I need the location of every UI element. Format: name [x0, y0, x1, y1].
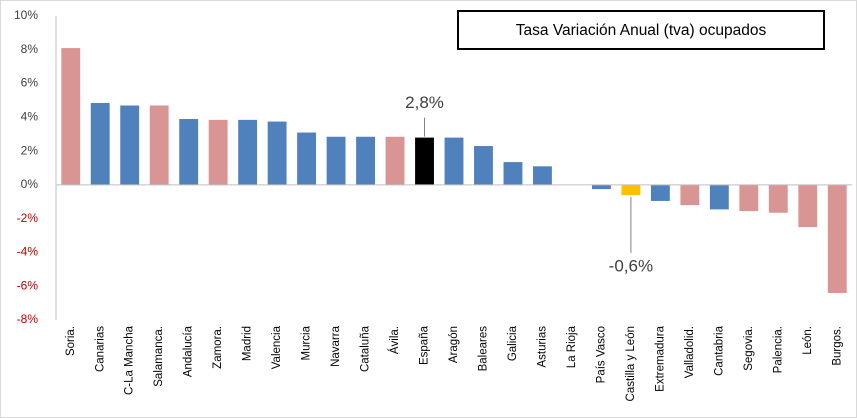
y-tick-label: 0% — [21, 177, 39, 191]
y-tick-label: 4% — [21, 110, 39, 124]
bar — [90, 102, 110, 185]
bar — [267, 121, 287, 185]
bar — [179, 119, 199, 185]
bar — [709, 184, 729, 210]
bar — [739, 184, 759, 212]
bar — [238, 119, 258, 185]
x-tick-label: Valencia — [271, 325, 283, 369]
bar — [798, 184, 818, 228]
bar — [120, 105, 140, 185]
bar — [503, 162, 523, 185]
x-tick-label: Burgos. — [831, 326, 843, 366]
y-tick-label: -2% — [17, 211, 39, 225]
bar — [591, 184, 611, 190]
x-tick-label: Madrid — [242, 326, 254, 361]
bar — [768, 184, 788, 213]
bar — [61, 48, 81, 185]
x-tick-label: Murcia — [301, 325, 313, 360]
bar — [650, 184, 670, 201]
bar — [385, 136, 405, 185]
x-tick-label: Baleares — [478, 326, 490, 372]
x-tick-label: Zamora. — [212, 326, 224, 369]
bar — [680, 184, 700, 206]
x-tick-label: Castilla y León — [625, 326, 637, 401]
bar — [415, 137, 434, 185]
x-tick-label: Navarra — [330, 325, 342, 367]
y-tick-label: -6% — [17, 278, 39, 292]
x-tick-label: Asturias — [536, 326, 548, 368]
y-tick-label: 10% — [14, 8, 38, 22]
bar — [621, 184, 641, 196]
x-tick-label: C-La Mancha — [124, 325, 136, 395]
bar — [149, 105, 169, 185]
y-tick-label: 6% — [21, 76, 39, 90]
x-tick-label: Cataluña — [360, 325, 372, 372]
bar — [297, 132, 317, 185]
y-tick-label: -8% — [17, 312, 39, 326]
x-tick-label: España — [419, 325, 431, 365]
x-tick-label: León. — [802, 326, 814, 355]
bar — [356, 136, 375, 185]
title-box — [457, 10, 825, 50]
bar — [533, 166, 552, 185]
data-label: 2,8% — [405, 93, 444, 112]
bar — [474, 146, 493, 185]
x-tick-label: Cantabria — [713, 325, 725, 375]
data-label: -0,6% — [609, 256, 653, 275]
y-tick-label: -4% — [17, 245, 39, 259]
bar — [208, 119, 228, 185]
x-tick-label: Salamanca. — [153, 326, 165, 387]
y-tick-label: 8% — [21, 42, 39, 56]
x-tick-label: La Rioja — [566, 325, 578, 368]
x-tick-label: Galicia — [507, 325, 519, 361]
chart-title: Tasa Variación Anual (tva) ocupados — [516, 22, 767, 39]
x-tick-label: Valladolid. — [684, 326, 696, 378]
x-tick-label: Segovia. — [743, 326, 755, 371]
bar — [444, 137, 464, 185]
x-tick-label: Palencia. — [772, 326, 784, 373]
x-tick-label: Ávila. — [388, 326, 401, 354]
y-tick-label: 2% — [21, 143, 39, 157]
x-tick-label: Canarias — [94, 326, 106, 372]
x-tick-label: Soria. — [65, 326, 77, 356]
x-tick-label: Andalucía — [183, 325, 195, 377]
x-tick-label: Extremadura — [654, 325, 666, 391]
bar — [827, 184, 847, 293]
bar — [326, 136, 346, 185]
x-tick-label: País Vasco — [595, 326, 607, 383]
x-tick-label: Aragón — [448, 326, 460, 363]
